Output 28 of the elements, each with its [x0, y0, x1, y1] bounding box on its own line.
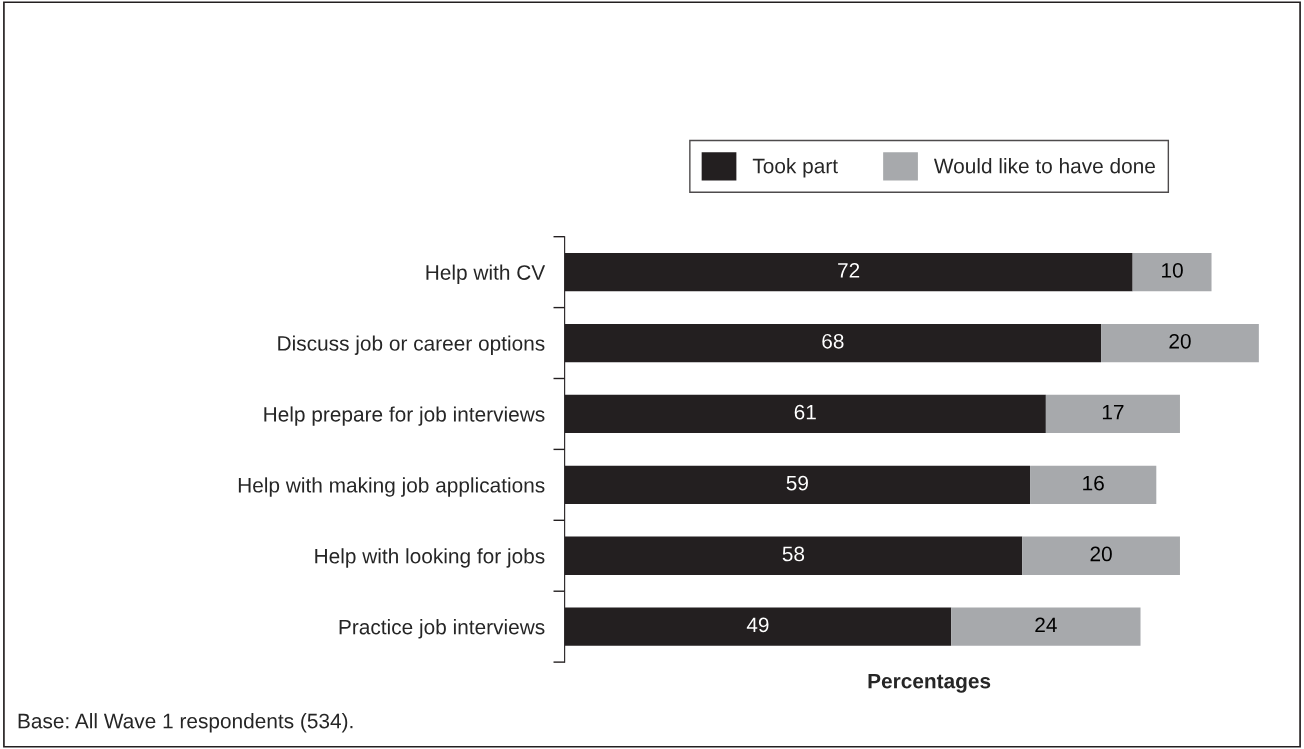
data-label: 10	[1162, 262, 1183, 278]
y-tick-label: Help with making job applications	[238, 477, 545, 497]
data-label: 59	[786, 475, 808, 491]
x-axis-title: Percentages	[868, 673, 991, 693]
data-label: 72	[838, 262, 860, 278]
bar	[1030, 465, 1157, 504]
legend-label: Would like to have done	[933, 158, 1155, 174]
y-tick-label: Discuss job or career options	[278, 335, 545, 355]
bar	[951, 607, 1141, 646]
data-label: 61	[794, 404, 816, 420]
bar	[1022, 536, 1180, 575]
data-label: 16	[1083, 475, 1104, 491]
bar	[1132, 252, 1212, 292]
data-label: 20	[1090, 546, 1112, 562]
bar	[1045, 394, 1180, 434]
data-label: 58	[782, 546, 805, 562]
y-tick-label: Help prepare for job interviews	[264, 406, 545, 426]
data-label: 17	[1102, 405, 1124, 420]
text: Base: All Wave 1 respondents (534).	[18, 713, 353, 733]
data-label: 68	[822, 333, 844, 349]
bar	[1101, 323, 1259, 363]
y-tick-label: Help with CV	[426, 264, 546, 285]
data-label: 20	[1169, 333, 1191, 349]
y-tick-label: Help with looking for jobs	[315, 548, 545, 568]
legend-label: Took part	[752, 158, 838, 178]
y-tick-label: Practice job interviews	[339, 619, 545, 639]
data-label: 49	[746, 617, 769, 633]
data-label: 24	[1035, 617, 1057, 633]
